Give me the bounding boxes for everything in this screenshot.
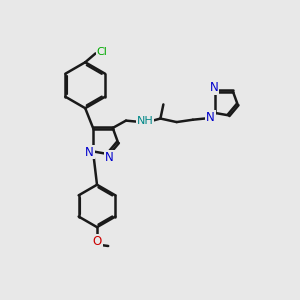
Text: O: O [92,235,102,248]
Text: NH: NH [136,116,153,127]
Text: N: N [210,81,218,94]
Text: Cl: Cl [97,47,107,57]
Text: N: N [206,111,215,124]
Text: N: N [105,151,114,164]
Text: N: N [85,146,94,158]
